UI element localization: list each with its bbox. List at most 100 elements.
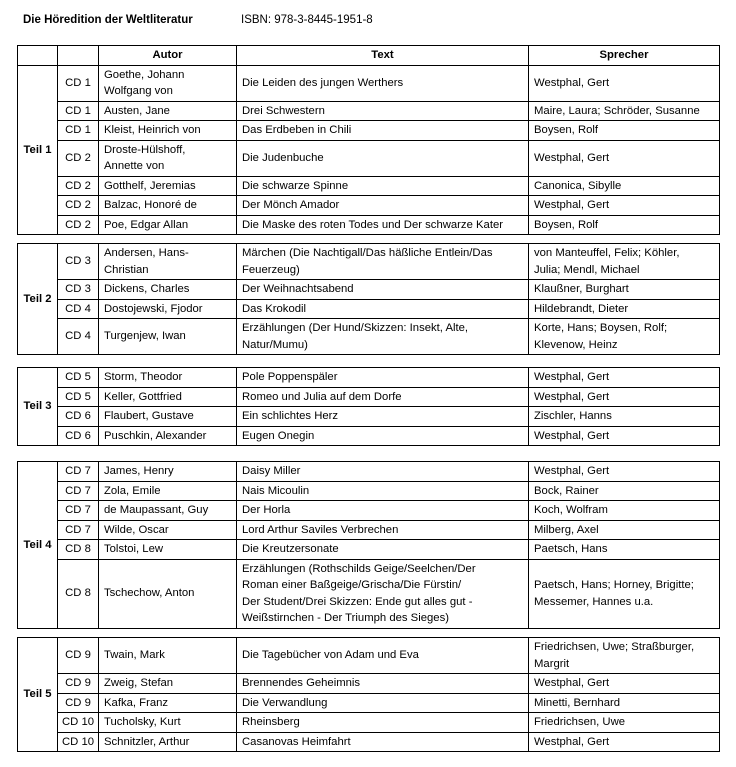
autor-cell: Tucholsky, Kurt [98,712,237,733]
sprecher-cell: Milberg, Axel [528,519,720,540]
cd-cell: CD 7 [57,461,99,482]
sprecher-cell: Westphal, Gert [528,195,720,216]
text-cell: Der Weihnachtsabend [236,279,529,300]
autor-cell: Goethe, Johann Wolfgang von [98,64,237,102]
autor-cell: Keller, Gottfried [98,386,237,407]
teil-label: Teil 2 [17,243,58,355]
autor-cell: Zweig, Stefan [98,673,237,694]
table-row: CD 9 Kafka, Franz Die Verwandlung Minetti, … [18,692,720,713]
sprecher-cell: Paetsch, Hans [528,539,720,560]
text-cell: Die Verwandlung [236,692,529,713]
sprecher-cell: Friedrichsen, Uwe [528,712,720,733]
autor-cell: Wilde, Oscar [98,519,237,540]
autor-cell: Tolstoi, Lew [98,539,237,560]
cd-cell: CD 2 [57,139,99,177]
sprecher-cell: Maire, Laura; Schröder, Susanne [528,100,720,121]
autor-cell: Turgenjew, Iwan [98,318,237,355]
sprecher-cell: Westphal, Gert [528,425,720,446]
autor-cell: Tschechow, Anton [98,558,237,629]
text-cell: Lord Arthur Saviles Verbrechen [236,519,529,540]
table-row: Teil 2 CD 3 Andersen, Hans- Christian Märch… [17,243,720,355]
cd-cell: CD 6 [57,425,99,446]
autor-cell: Poe, Edgar Allan [98,214,237,235]
sprecher-cell: Hildebrandt, Dieter [528,298,720,319]
table-row: CD 7 de Maupassant, Guy Der Horla Koch, Wol… [18,500,720,521]
autor-cell: James, Henry [98,461,237,482]
cd-cell: CD 2 [57,175,99,196]
teil-label: Teil 5 [17,637,58,752]
table-row: Teil 4 CD 7 James, Henry Daisy Miller Westph… [17,461,720,629]
table-teil-3: Teil 3 CD 5 Storm, Theodor Pole Poppenspäle… [17,367,720,446]
column-header [17,45,58,66]
sprecher-cell: Koch, Wolfram [528,500,720,521]
teil-label: Teil 1 [17,64,58,235]
autor-cell: Andersen, Hans- Christian [98,243,237,280]
text-cell: Der Horla [236,500,529,521]
sprecher-cell: Friedrichsen, Uwe; Straßburger, Margrit [528,637,720,674]
autor-cell: Kafka, Franz [98,692,237,713]
cd-cell: CD 9 [57,673,99,694]
table-row: CD 10 Tucholsky, Kurt Rheinsberg Friedrichs… [18,712,720,733]
table-row: CD 7 Wilde, Oscar Lord Arthur Saviles Verb… [18,519,720,540]
autor-cell: Dostojewski, Fjodor [98,298,237,319]
teil-label: Teil 3 [17,367,58,446]
sprecher-cell: Korte, Hans; Boysen, Rolf; Klevenow, Hei… [528,318,720,355]
cd-cell: CD 3 [57,279,99,300]
text-cell: Die Tagebücher von Adam und Eva [236,637,529,674]
text-cell: Nais Micoulin [236,480,529,501]
autor-cell: Twain, Mark [98,637,237,674]
table-row: CD 6 Puschkin, Alexander Eugen Onegin Westp… [18,425,720,446]
cd-cell: CD 1 [57,120,99,141]
autor-cell: Droste-Hülshoff, Annette von [98,139,237,177]
table-row: CD 2 Balzac, Honoré de Der Mönch Amador Wes… [18,195,720,216]
text-cell: Eugen Onegin [236,425,529,446]
table-row: CD 6 Flaubert, Gustave Ein schlichtes Herz… [18,406,720,427]
column-header: Autor [98,45,237,66]
table-row: Teil 3 CD 5 Storm, Theodor Pole Poppenspäle… [17,367,720,446]
cd-cell: CD 3 [57,243,99,280]
table-teil-5: Teil 5 CD 9 Twain, Mark Die Tagebücher von … [17,637,720,752]
sprecher-cell: Canonica, Sibylle [528,175,720,196]
header-row: Autor Text Sprecher [17,45,720,66]
teil-label: Teil 4 [17,461,58,629]
cd-cell: CD 6 [57,406,99,427]
cd-cell: CD 7 [57,519,99,540]
sprecher-cell: Klaußner, Burghart [528,279,720,300]
sprecher-cell: Minetti, Bernhard [528,692,720,713]
autor-cell: de Maupassant, Guy [98,500,237,521]
sprecher-cell: Westphal, Gert [528,367,720,388]
sprecher-cell: Westphal, Gert [528,731,720,752]
isbn: ISBN: 978-3-8445-1951-8 [241,14,373,26]
cd-cell: CD 4 [57,318,99,355]
cd-cell: CD 4 [57,298,99,319]
autor-cell: Austen, Jane [98,100,237,121]
cd-cell: CD 2 [57,214,99,235]
sprecher-cell: Westphal, Gert [528,139,720,177]
text-cell: Casanovas Heimfahrt [236,731,529,752]
cd-cell: CD 7 [57,480,99,501]
cd-cell: CD 2 [57,195,99,216]
table-row: CD 2 Poe, Edgar Allan Die Maske des roten … [18,214,720,235]
cd-cell: CD 9 [57,692,99,713]
table-row: CD 2 Droste-Hülshoff, Annette von Die Jude… [18,139,720,177]
column-header: Sprecher [528,45,720,66]
table-row: CD 10 Schnitzler, Arthur Casanovas Heimfah… [18,731,720,752]
text-cell: Die Maske des roten Todes und Der schwar… [236,214,529,235]
table-row: CD 7 Zola, Emile Nais Micoulin Bock, Rainer [18,480,720,501]
autor-cell: Zola, Emile [98,480,237,501]
autor-cell: Flaubert, Gustave [98,406,237,427]
text-cell: Märchen (Die Nachtigall/Das häßliche Ent… [236,243,529,280]
autor-cell: Dickens, Charles [98,279,237,300]
table-teil-4: Teil 4 CD 7 James, Henry Daisy Miller Westph… [17,461,720,629]
cd-cell: CD 1 [57,100,99,121]
text-cell: Ein schlichtes Herz [236,406,529,427]
cd-cell: CD 8 [57,558,99,629]
text-cell: Die Judenbuche [236,139,529,177]
sprecher-cell: Westphal, Gert [528,64,720,102]
text-cell: Pole Poppenspäler [236,367,529,388]
cd-cell: CD 5 [57,386,99,407]
column-header: Text [236,45,529,66]
autor-cell: Schnitzler, Arthur [98,731,237,752]
table-teil-1: Autor Text Sprecher Teil 1 CD 1 Goethe, Johan… [17,45,720,235]
text-cell: Erzählungen (Der Hund/Skizzen: Insekt, A… [236,318,529,355]
